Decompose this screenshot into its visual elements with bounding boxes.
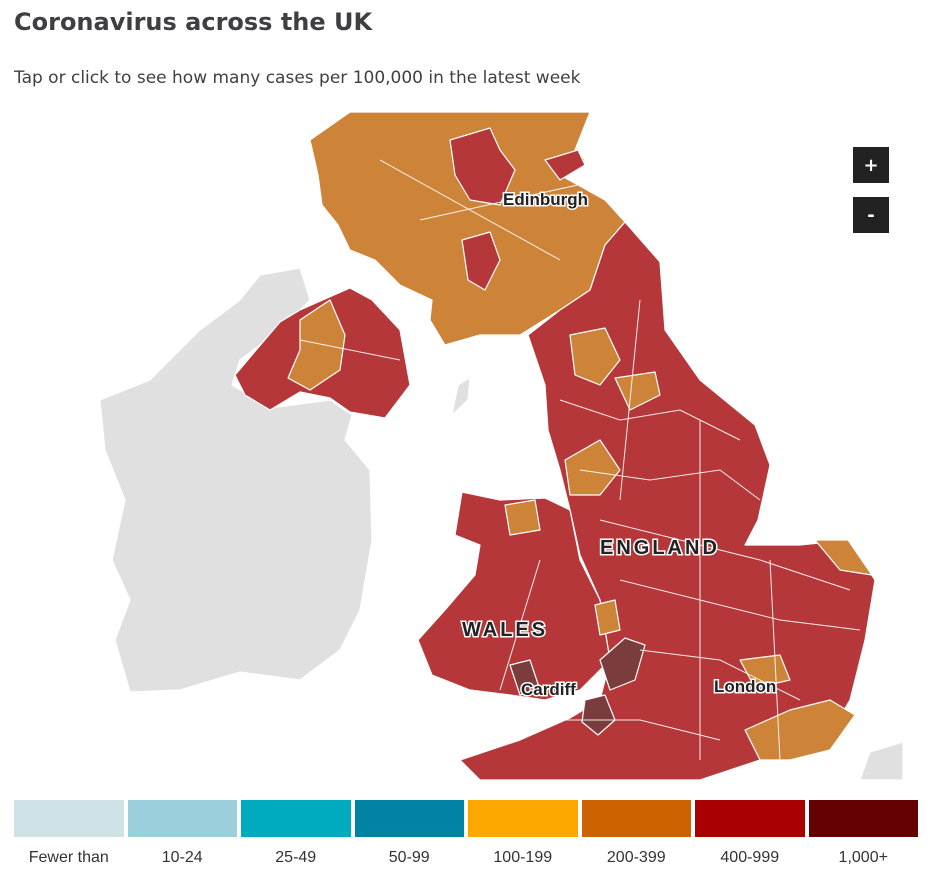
legend-label: 200-399 [606,849,666,866]
somerset-dark[interactable] [581,694,616,736]
legend-item: 1,000+ [808,800,918,867]
norfolk-orange[interactable] [814,539,873,576]
legend-swatch [581,800,691,837]
zoom-out-button[interactable]: - [853,197,889,233]
district-boundaries [299,159,861,761]
legend-swatch [808,800,918,837]
scotland-red-glasgow[interactable] [449,127,516,206]
label-wales: WALES [462,619,548,641]
scotland-red-ayrshire[interactable] [461,231,501,291]
legend-label: 25-49 [275,849,317,866]
legend-swatch [468,800,578,837]
label-edinburgh: Edinburgh [503,190,588,209]
legend-item: Fewer than [14,800,124,867]
zoom-in-button[interactable]: + [853,147,889,183]
scotland-red-fife[interactable] [544,149,586,181]
legend-item: 200-399 [581,800,691,867]
bristol-dark[interactable] [599,637,646,691]
midlands-orange[interactable] [564,439,621,496]
legend-item: 50-99 [354,800,464,867]
legend-item: 10-24 [127,800,237,867]
legend-item: 400-999 [695,800,805,867]
england-region[interactable] [459,221,876,780]
yorkshire-orange[interactable] [614,371,661,411]
legend-label: 10-24 [161,849,203,866]
wales-orange[interactable] [504,499,541,536]
legend-item: 25-49 [241,800,351,867]
legend-label: 100-199 [493,849,553,866]
legend-label: 400-999 [720,849,780,866]
northern-ireland-orange[interactable] [287,299,346,391]
cumbria-orange[interactable] [569,327,621,386]
legend-swatch [127,800,237,837]
legend: Fewer than 10-24 25-49 50-99 100-199 200… [14,800,918,867]
cardiff-dark[interactable] [509,659,541,696]
france-coast [859,741,904,780]
label-cardiff: Cardiff [521,680,576,699]
legend-item: 100-199 [468,800,578,867]
legend-label: 1,000+ [838,849,888,866]
label-london: London [714,677,776,696]
subtitle: Tap or click to see how many cases per 1… [14,68,581,88]
ireland-region [99,267,373,693]
legend-label: Fewer than [28,849,109,866]
uk-map[interactable]: Edinburgh ENGLAND WALES Cardiff London [0,112,933,780]
essex-orange[interactable] [739,654,791,689]
legend-swatch [695,800,805,837]
legend-swatch [14,800,124,837]
legend-swatch [354,800,464,837]
kent-orange[interactable] [744,699,856,761]
label-england: ENGLAND [600,537,720,559]
isle-of-man[interactable] [451,377,471,416]
legend-swatch [241,800,351,837]
page-title: Coronavirus across the UK [14,8,373,36]
wales-region[interactable] [417,491,611,701]
legend-label: 50-99 [388,849,430,866]
oxford-orange[interactable] [594,599,621,636]
